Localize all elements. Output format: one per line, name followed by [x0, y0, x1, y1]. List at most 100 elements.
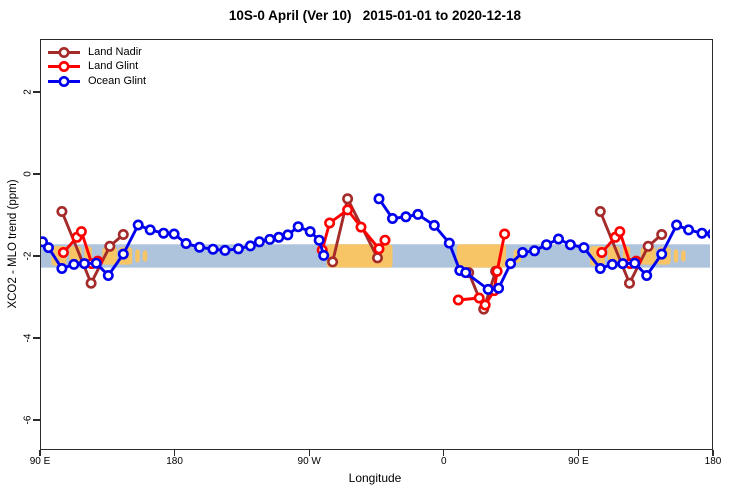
- series-ocean-glint: [41, 193, 710, 295]
- series-ocean-glint-point: [617, 258, 629, 270]
- series-ocean-glint-point: [517, 247, 529, 259]
- series-ocean-glint-point: [132, 219, 144, 231]
- series-ocean-glint-point: [594, 263, 606, 275]
- y-tick-label: -6: [22, 415, 34, 425]
- series-land-glint-point: [373, 243, 385, 255]
- x-axis-label: Longitude: [348, 471, 402, 485]
- y-axis-label: XCO2 - MLO trend (ppm): [7, 179, 19, 309]
- series-ocean-glint-point: [144, 224, 156, 236]
- series-land-glint-point: [499, 228, 511, 240]
- x-tick-label: 90 E: [568, 456, 589, 467]
- series-ocean-glint-point: [78, 258, 90, 270]
- land-patch: [135, 249, 140, 263]
- series-ocean-glint-point: [194, 241, 206, 253]
- series-ocean-glint-point: [540, 239, 552, 251]
- series-land-nadir-point: [104, 240, 116, 252]
- series-land-nadir-point: [623, 277, 635, 289]
- series-land-glint-point: [473, 292, 485, 304]
- series-land-glint-point: [452, 294, 464, 306]
- series-ocean-glint-point: [656, 248, 668, 260]
- series-land-glint-point: [355, 221, 367, 233]
- x-tick: [173, 450, 176, 456]
- series-land-nadir-point: [594, 206, 606, 218]
- x-tick: [308, 450, 310, 456]
- series-ocean-glint-point: [90, 257, 102, 269]
- y-tick-label: -4: [22, 333, 34, 343]
- series-ocean-glint-point: [578, 242, 590, 254]
- series-ocean-glint-point: [68, 258, 80, 270]
- plot-area: [40, 39, 713, 450]
- series-ocean-glint-point: [552, 233, 564, 245]
- series-ocean-glint-point: [443, 237, 455, 249]
- series-ocean-glint-point: [528, 245, 540, 257]
- series-ocean-glint-point: [606, 258, 618, 270]
- x-tick: [712, 450, 714, 456]
- series-ocean-glint-point: [386, 213, 398, 225]
- series-land-nadir-point: [342, 193, 354, 205]
- chart-title: 10S-0 April (Ver 10) 2015-01-01 to 2020-…: [228, 8, 522, 23]
- series-ocean-glint-point: [696, 227, 708, 239]
- y-tick: [33, 173, 40, 175]
- series-land-nadir-point: [56, 206, 68, 218]
- y-tick-label: -2: [22, 251, 34, 261]
- series-ocean-glint-point: [244, 240, 256, 252]
- x-tick-label: 180: [166, 456, 183, 467]
- series-ocean-glint-point: [117, 248, 129, 260]
- series-ocean-glint-point: [641, 270, 653, 282]
- series-land-nadir-point: [327, 256, 339, 268]
- legend-marker-icon: [48, 46, 80, 58]
- series-land-nadir-point: [371, 252, 383, 264]
- y-tick: [33, 419, 40, 421]
- legend-item-label: Ocean Glint: [88, 74, 147, 87]
- series-ocean-glint-point: [318, 249, 330, 261]
- series-land-glint-point: [342, 204, 354, 216]
- legend-item-label: Land Glint: [88, 60, 139, 73]
- series-land-glint-point: [596, 247, 608, 259]
- series-land-nadir: [56, 193, 668, 315]
- x-tick-label: 90 W: [297, 456, 321, 467]
- series-land-glint-point: [324, 217, 336, 229]
- x-tick-label: 90 E: [29, 456, 51, 467]
- series-ocean-glint-point: [292, 221, 304, 233]
- series-ocean-glint-point: [373, 193, 385, 205]
- series-land-glint-point: [614, 226, 626, 238]
- series-land-glint-point: [57, 247, 69, 259]
- series-ocean-glint-point: [671, 219, 683, 231]
- series-ocean-glint-point: [564, 239, 576, 251]
- x-tick: [39, 450, 41, 456]
- series-land-nadir-point: [85, 277, 97, 289]
- series-ocean-glint-point: [273, 231, 285, 243]
- series-ocean-glint-point: [313, 234, 325, 246]
- series-ocean-glint-point: [180, 238, 192, 250]
- series-land-glint-line: [320, 208, 387, 252]
- series-ocean-glint-point: [629, 257, 641, 269]
- legend-marker-icon: [48, 75, 80, 87]
- y-tick: [33, 337, 40, 339]
- series-ocean-glint-point: [493, 282, 505, 294]
- y-tick: [33, 255, 40, 257]
- land-patch: [142, 250, 148, 262]
- series-land-glint-point: [75, 226, 87, 238]
- series-ocean-glint-point: [282, 229, 294, 241]
- land-patch: [673, 249, 679, 263]
- series-ocean-glint-point: [707, 229, 710, 239]
- series-ocean-glint-point: [158, 227, 170, 239]
- series-land-glint-point: [379, 234, 391, 246]
- series-ocean-glint-point: [232, 243, 244, 255]
- legend-item-ocean-glint: Ocean Glint: [47, 74, 146, 89]
- series-ocean-glint-point: [219, 244, 231, 256]
- y-tick: [33, 91, 40, 93]
- land-patch: [456, 244, 507, 268]
- series-land-glint-point: [491, 265, 503, 277]
- series-ocean-glint-point: [56, 263, 68, 275]
- y-tick-label: 0: [22, 171, 34, 177]
- legend-item-land-nadir: Land Nadir: [47, 45, 146, 60]
- chart-svg: [41, 193, 710, 315]
- legend: Land Nadir Land Glint Ocean Glint: [47, 45, 146, 89]
- series-ocean-glint-point: [412, 208, 424, 220]
- y-tick-label: 2: [22, 89, 34, 95]
- series-land-nadir-point: [117, 229, 129, 241]
- legend-item-land-glint: Land Glint: [47, 60, 146, 75]
- series-ocean-glint-point: [400, 211, 412, 223]
